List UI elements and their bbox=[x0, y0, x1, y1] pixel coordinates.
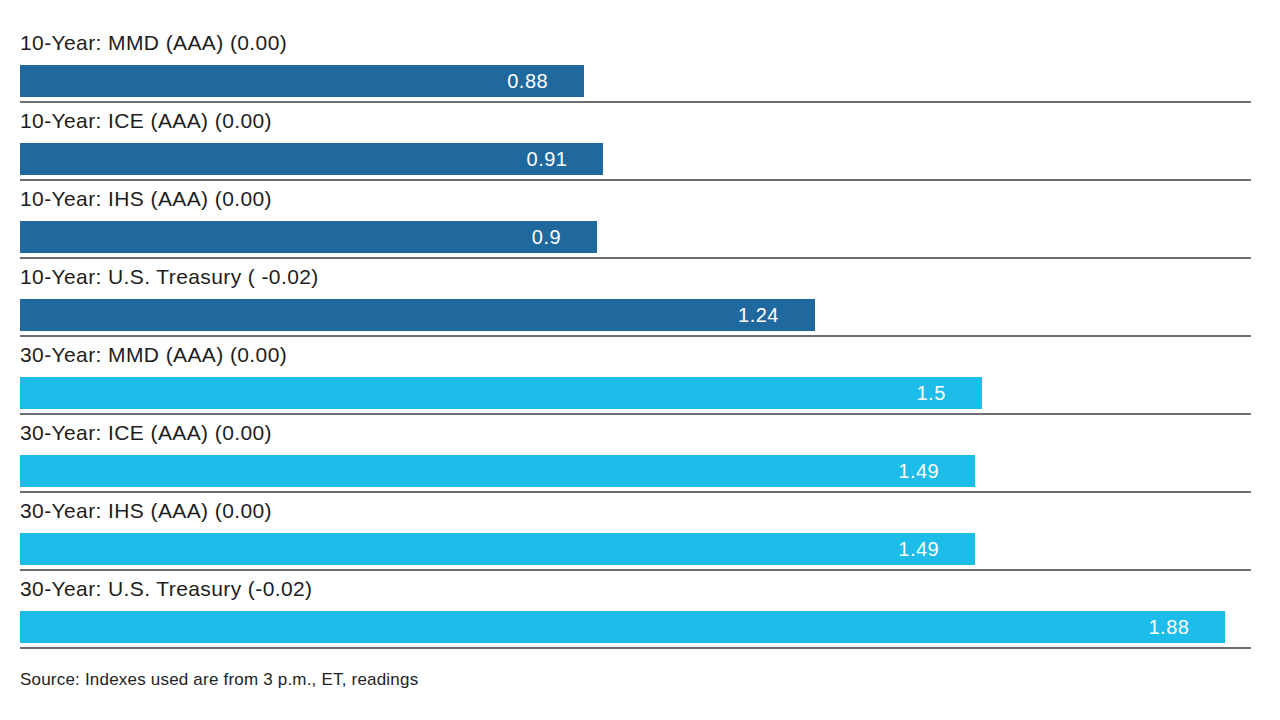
bar-label: 10-Year: IHS (AAA) (0.00) bbox=[20, 187, 272, 211]
row-separator bbox=[20, 101, 1251, 103]
row-separator bbox=[20, 257, 1251, 259]
bar: 1.88 bbox=[20, 611, 1225, 643]
bar-value-label: 1.5 bbox=[916, 382, 981, 405]
bar-value-label: 0.9 bbox=[532, 226, 597, 249]
bar: 0.88 bbox=[20, 65, 584, 97]
row-separator bbox=[20, 179, 1251, 181]
bar-row: 10-Year: ICE (AAA) (0.00) 0.91 bbox=[20, 105, 1251, 183]
row-separator bbox=[20, 335, 1251, 337]
bar-row: 30-Year: U.S. Treasury (-0.02) 1.88 bbox=[20, 573, 1251, 651]
bar-label: 10-Year: ICE (AAA) (0.00) bbox=[20, 109, 272, 133]
row-separator bbox=[20, 647, 1251, 649]
bar-row: 10-Year: MMD (AAA) (0.00) 0.88 bbox=[20, 27, 1251, 105]
bar-label: 30-Year: MMD (AAA) (0.00) bbox=[20, 343, 287, 367]
bar: 1.49 bbox=[20, 455, 975, 487]
bar-value-label: 0.91 bbox=[527, 148, 604, 171]
row-separator bbox=[20, 491, 1251, 493]
bar: 0.91 bbox=[20, 143, 603, 175]
bar-label: 10-Year: U.S. Treasury ( -0.02) bbox=[20, 265, 319, 289]
bar-label: 30-Year: IHS (AAA) (0.00) bbox=[20, 499, 272, 523]
bar-label: 10-Year: MMD (AAA) (0.00) bbox=[20, 31, 287, 55]
bar: 1.5 bbox=[20, 377, 982, 409]
bar-row: 10-Year: U.S. Treasury ( -0.02) 1.24 bbox=[20, 261, 1251, 339]
bar-value-label: 1.88 bbox=[1148, 616, 1225, 639]
bar-value-label: 1.49 bbox=[898, 460, 975, 483]
bar-row: 30-Year: ICE (AAA) (0.00) 1.49 bbox=[20, 417, 1251, 495]
bar: 1.24 bbox=[20, 299, 815, 331]
row-separator bbox=[20, 413, 1251, 415]
bar-label: 30-Year: U.S. Treasury (-0.02) bbox=[20, 577, 313, 601]
bar-row: 10-Year: IHS (AAA) (0.00) 0.9 bbox=[20, 183, 1251, 261]
bar-value-label: 0.88 bbox=[507, 70, 584, 93]
bar-row: 30-Year: MMD (AAA) (0.00) 1.5 bbox=[20, 339, 1251, 417]
bar-label: 30-Year: ICE (AAA) (0.00) bbox=[20, 421, 272, 445]
bar-value-label: 1.24 bbox=[738, 304, 815, 327]
bar-chart: 10-Year: MMD (AAA) (0.00) 0.88 10-Year: … bbox=[20, 27, 1251, 651]
bar: 0.9 bbox=[20, 221, 597, 253]
source-note: Source: Indexes used are from 3 p.m., ET… bbox=[20, 670, 418, 690]
bar-row: 30-Year: IHS (AAA) (0.00) 1.49 bbox=[20, 495, 1251, 573]
bar-value-label: 1.49 bbox=[898, 538, 975, 561]
row-separator bbox=[20, 569, 1251, 571]
bar: 1.49 bbox=[20, 533, 975, 565]
